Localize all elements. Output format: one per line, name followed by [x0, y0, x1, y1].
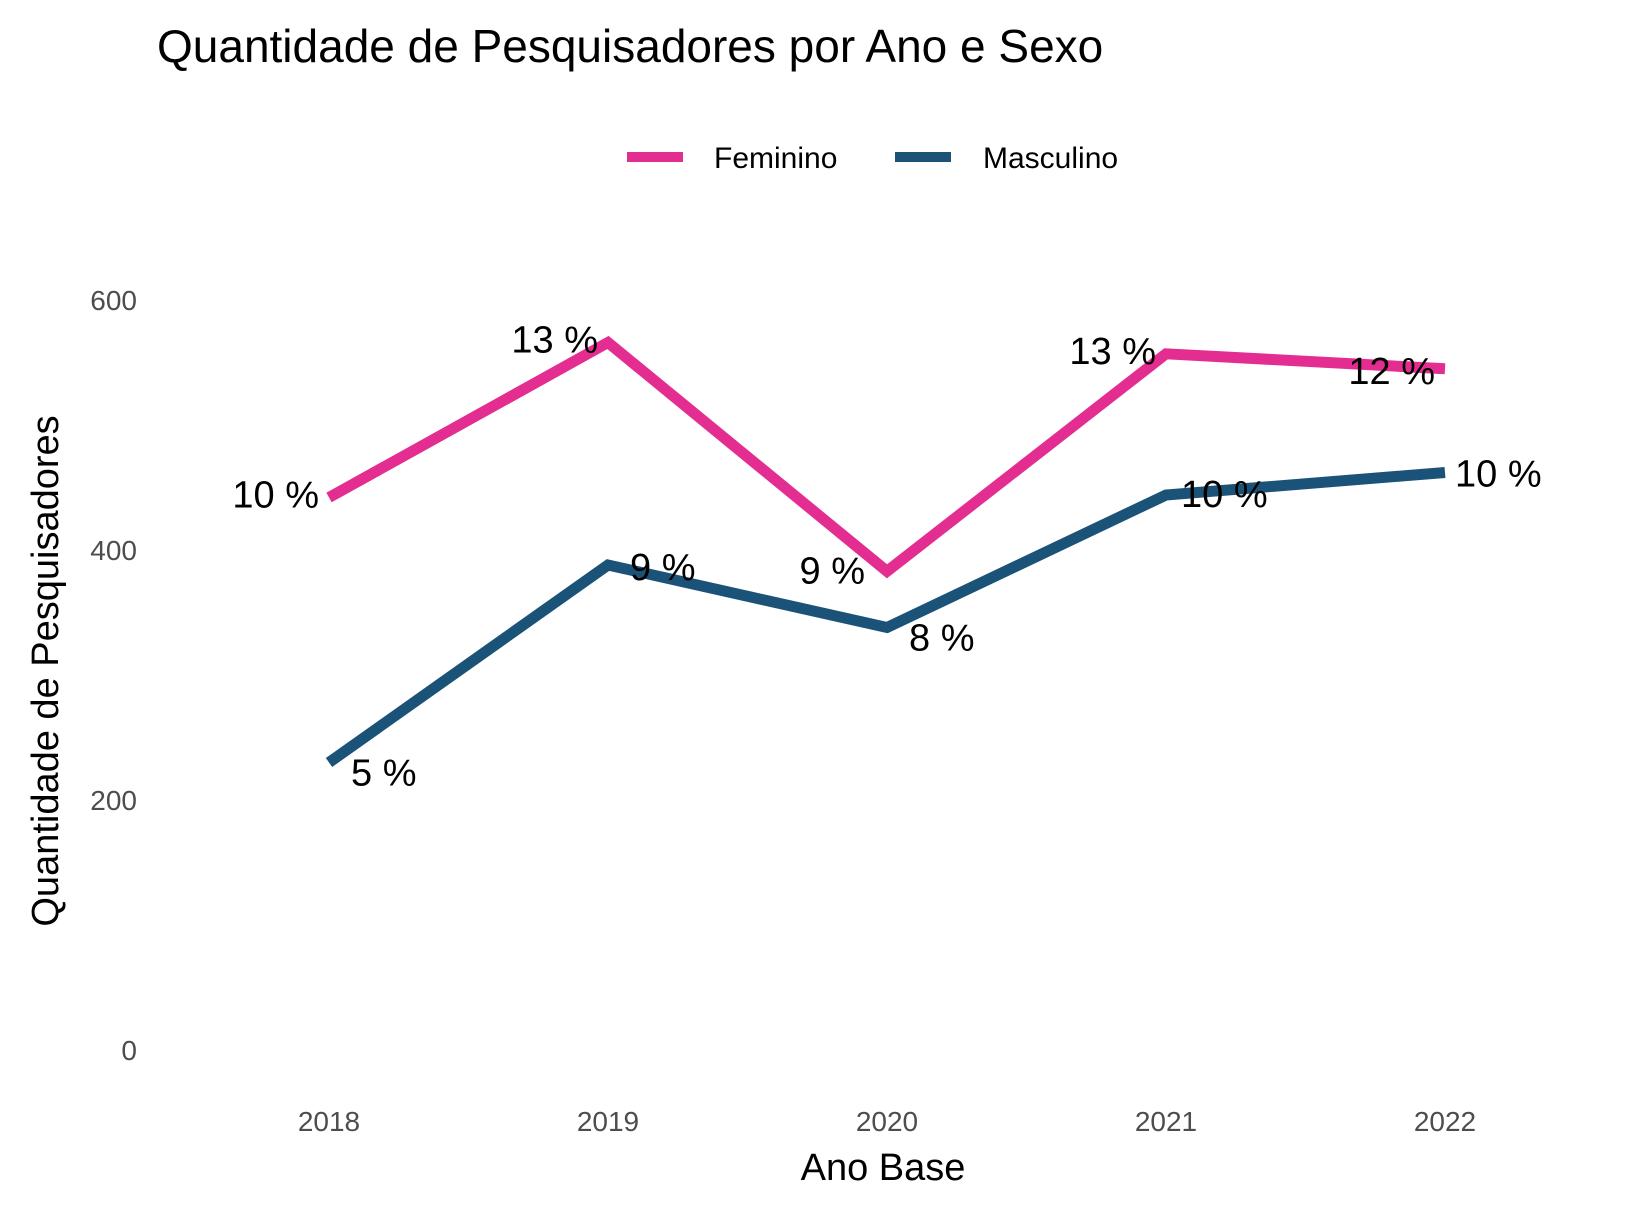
- data-labels: 10 % 13 % 9 % 13 % 12 % 5 % 9 % 8 % 10 % 10 %: [232, 320, 1541, 795]
- x-tick-label: 2019: [577, 1106, 639, 1137]
- x-axis-ticks: 2018 2019 2020 2021 2022: [298, 1106, 1476, 1137]
- y-tick-label: 0: [121, 1035, 137, 1066]
- y-tick-label: 600: [90, 285, 137, 316]
- y-axis-ticks: 0 200 400 600: [90, 285, 137, 1066]
- data-label-feminino: 9 %: [800, 550, 865, 592]
- data-label-feminino: 10 %: [232, 475, 319, 517]
- x-tick-label: 2020: [856, 1106, 918, 1137]
- data-label-feminino: 12 %: [1348, 351, 1435, 393]
- x-tick-label: 2022: [1414, 1106, 1476, 1137]
- series-line-feminino: [326, 335, 1446, 579]
- data-label-masculino: 9 %: [630, 547, 695, 589]
- legend-label-masculino: Masculino: [983, 142, 1118, 175]
- data-label-masculino: 5 %: [351, 753, 416, 795]
- series-lines: [325, 335, 1446, 767]
- y-axis-title: Quantidade de Pesquisadores: [25, 415, 67, 926]
- legend-label-feminino: Feminino: [714, 142, 837, 175]
- x-tick-label: 2021: [1135, 1106, 1197, 1137]
- y-tick-label: 400: [90, 535, 137, 566]
- y-tick-label: 200: [90, 785, 137, 816]
- data-label-masculino: 8 %: [909, 618, 974, 660]
- legend: Feminino Masculino: [627, 142, 1118, 175]
- x-tick-label: 2018: [298, 1106, 360, 1137]
- data-label-masculino: 10 %: [1181, 474, 1268, 516]
- data-label-feminino: 13 %: [1069, 331, 1156, 373]
- x-axis-title: Ano Base: [801, 1147, 966, 1189]
- data-label-feminino: 13 %: [511, 320, 598, 362]
- data-label-masculino: 10 %: [1455, 454, 1542, 496]
- chart-title: Quantidade de Pesquisadores por Ano e Se…: [157, 20, 1103, 72]
- series-line-masculino: [325, 467, 1446, 767]
